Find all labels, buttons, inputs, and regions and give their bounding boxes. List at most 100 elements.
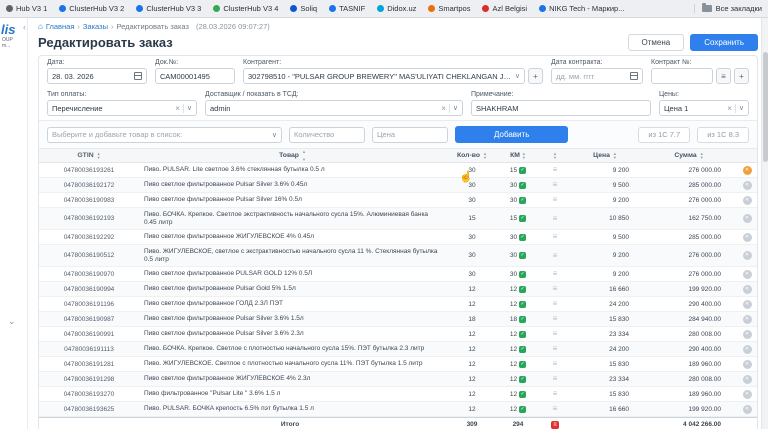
sort-icon[interactable]: ▲ ▼ xyxy=(612,151,617,160)
scrollbar-thumb[interactable] xyxy=(763,52,768,162)
chevron-down-icon[interactable]: ∨ xyxy=(452,105,458,112)
chevron-down-icon[interactable]: ∨ xyxy=(186,105,192,112)
table-row[interactable]: 04780036192172 Пиво светлое фильтрованно… xyxy=(39,178,757,193)
bookmark-item[interactable]: ClusterHub V3 2 xyxy=(59,4,124,13)
km-list-icon[interactable]: ≡ xyxy=(552,180,558,189)
remove-row-button[interactable]: ✕ xyxy=(742,269,752,279)
vertical-scrollbar[interactable] xyxy=(761,18,768,429)
remove-row-button[interactable]: ✕ xyxy=(742,214,752,223)
sort-icon[interactable]: ▲ ▼ xyxy=(521,151,526,160)
contract-date-input[interactable]: дд. мм. гггг xyxy=(551,68,643,84)
km-list-icon[interactable]: ≡ xyxy=(552,284,558,293)
table-row[interactable]: 04780036190987 Пиво светлое фильтрованно… xyxy=(39,312,757,327)
column-header-product[interactable]: Товар ▲ ▼ xyxy=(279,148,306,162)
breadcrumb-orders[interactable]: Заказы xyxy=(82,22,108,31)
date-input[interactable]: 28. 03. 2026 xyxy=(47,68,147,84)
column-header-sum[interactable]: Сумма ▲ ▼ xyxy=(674,151,704,160)
clear-icon[interactable]: × xyxy=(441,103,446,113)
chevron-down-icon[interactable]: ∨ xyxy=(271,131,277,139)
price-input[interactable] xyxy=(372,126,448,143)
km-missing-icon[interactable]: ≡ xyxy=(551,420,559,429)
column-header-gtin[interactable]: GTIN ▲ ▼ xyxy=(77,151,101,160)
add-contragent-button[interactable]: + xyxy=(528,68,543,84)
import-1c77-button[interactable]: из 1С 7.7 xyxy=(638,126,691,143)
add-product-button[interactable]: Добавить xyxy=(455,126,569,143)
km-list-icon[interactable]: ≡ xyxy=(552,250,558,260)
add-contract-button[interactable]: + xyxy=(734,68,749,84)
bookmark-item[interactable]: Smartpos xyxy=(428,4,470,13)
column-header-qty[interactable]: Кол-во ▲ ▼ xyxy=(457,151,487,160)
table-row[interactable]: 04780036191298 Пиво светлое фильтрованно… xyxy=(39,372,757,387)
payment-type-select[interactable]: Перечисление × ∨ xyxy=(47,100,197,116)
km-list-icon[interactable]: ≡ xyxy=(552,232,558,241)
table-row[interactable]: 04780036191113 Пиво. БОЧКА. Крепкое. Све… xyxy=(39,342,757,357)
prices-select[interactable]: Цена 1 × ∨ xyxy=(659,100,749,116)
km-list-icon[interactable]: ≡ xyxy=(552,329,558,338)
quantity-input[interactable] xyxy=(289,126,365,143)
contragent-select[interactable]: 302798510 - "PULSAR GROUP BREWERY" MAS'U… xyxy=(243,68,525,84)
table-row[interactable]: 04780036193270 Пиво фильтрованное "Pulsa… xyxy=(39,387,757,402)
remove-row-button[interactable]: ✕ xyxy=(742,251,752,260)
bookmark-item[interactable]: Hub V3 1 xyxy=(6,4,47,13)
remove-row-button[interactable]: ✕ xyxy=(742,232,752,242)
contract-no-input[interactable] xyxy=(651,68,713,84)
table-row[interactable]: 04780036191281 Пиво. ЖИГУЛЕВСКОЕ. Светло… xyxy=(39,357,757,372)
remove-row-button[interactable]: ✕ xyxy=(742,195,752,205)
km-list-icon[interactable]: ≡ xyxy=(552,359,558,368)
column-header-km[interactable]: КМ ▲ ▼ xyxy=(510,151,526,160)
product-select[interactable]: Выберите и добавьте товар в список: ∨ xyxy=(47,126,282,143)
remove-row-button[interactable]: ✕ xyxy=(742,359,752,369)
chevron-down-icon[interactable]: ∨ xyxy=(738,105,744,112)
sidebar-expand-icon[interactable]: ⌄ xyxy=(8,316,16,326)
doc-number-input[interactable]: САМ00001495 xyxy=(155,68,235,84)
remove-row-button[interactable]: ✕ xyxy=(742,374,752,384)
cancel-button[interactable]: Отмена xyxy=(627,34,685,51)
column-header-price[interactable]: Цена ▲ ▼ xyxy=(593,151,617,160)
sort-icon[interactable]: ▲ ▼ xyxy=(482,151,487,160)
bookmark-item[interactable]: ClusterHub V3 4 xyxy=(213,4,278,13)
breadcrumb-home[interactable]: Главная xyxy=(45,22,75,31)
bookmark-item[interactable]: Soliq xyxy=(290,4,317,13)
clear-icon[interactable]: × xyxy=(727,103,732,113)
save-button[interactable]: Сохранить xyxy=(690,34,758,51)
clear-icon[interactable]: × xyxy=(175,103,180,113)
table-row[interactable]: 04780036193625 Пиво. PULSAR. БОЧКА крепо… xyxy=(39,402,757,417)
remove-row-button[interactable]: ✕ xyxy=(742,165,752,175)
remove-row-button[interactable]: ✕ xyxy=(742,329,752,339)
km-list-icon[interactable]: ≡ xyxy=(552,344,558,353)
contract-list-button[interactable]: ≡ xyxy=(716,68,731,84)
table-row[interactable]: 04780036190983 Пиво светлое фильтрованно… xyxy=(39,193,757,208)
table-row[interactable]: 04780036190991 Пиво светлое фильтрованно… xyxy=(39,327,757,342)
bookmark-item[interactable]: ClusterHub V3 3 xyxy=(136,4,201,13)
km-list-icon[interactable]: ≡ xyxy=(552,299,558,308)
km-list-icon[interactable]: ≡ xyxy=(552,269,558,278)
km-list-icon[interactable]: ≡ xyxy=(552,404,558,413)
calendar-icon[interactable] xyxy=(134,72,142,80)
home-icon[interactable]: ⌂ xyxy=(38,22,43,31)
sort-icon[interactable]: ▲ ▼ xyxy=(553,151,557,160)
table-row[interactable]: 04780036192292 Пиво светлое фильтрованно… xyxy=(39,230,757,245)
bookmark-item[interactable]: NIKG Tech - Маркир... xyxy=(539,4,624,13)
bookmark-item[interactable]: TASNIF xyxy=(329,4,365,13)
bookmark-item[interactable]: Didox.uz xyxy=(377,4,416,13)
table-row[interactable]: 04780036190512 Пиво. ЖИГУЛЕВСКОЕ, светло… xyxy=(39,245,757,267)
chevron-down-icon[interactable]: ∨ xyxy=(514,73,520,80)
delivery-select[interactable]: admin × ∨ xyxy=(205,100,463,116)
remove-row-button[interactable]: ✕ xyxy=(742,344,752,354)
calendar-icon[interactable] xyxy=(630,72,638,80)
remove-row-button[interactable]: ✕ xyxy=(742,299,752,309)
table-row[interactable]: 04780036191196 Пиво светлое фильтрованно… xyxy=(39,297,757,312)
km-list-icon[interactable]: ≡ xyxy=(552,195,558,204)
table-row[interactable]: 04780036190994 Пиво светлое фильтрованно… xyxy=(39,282,757,297)
km-list-icon[interactable]: ≡ xyxy=(552,213,558,223)
column-header-km-details[interactable]: ▲ ▼ xyxy=(541,151,569,160)
km-list-icon[interactable]: ≡ xyxy=(552,374,558,383)
km-list-icon[interactable]: ≡ xyxy=(552,165,558,174)
table-row[interactable]: 04780036190970 Пиво светлое фильтрованно… xyxy=(39,267,757,282)
sort-icon[interactable]: ▲ ▼ xyxy=(699,151,704,160)
sort-icon[interactable]: ▲ ▼ xyxy=(96,151,101,160)
remove-row-button[interactable]: ✕ xyxy=(742,389,752,399)
sort-icon[interactable]: ▲ ▼ xyxy=(301,148,306,162)
remove-row-button[interactable]: ✕ xyxy=(742,404,752,414)
table-row[interactable]: 04780036192193 Пиво. БОЧКА. Крепкое. Све… xyxy=(39,208,757,230)
